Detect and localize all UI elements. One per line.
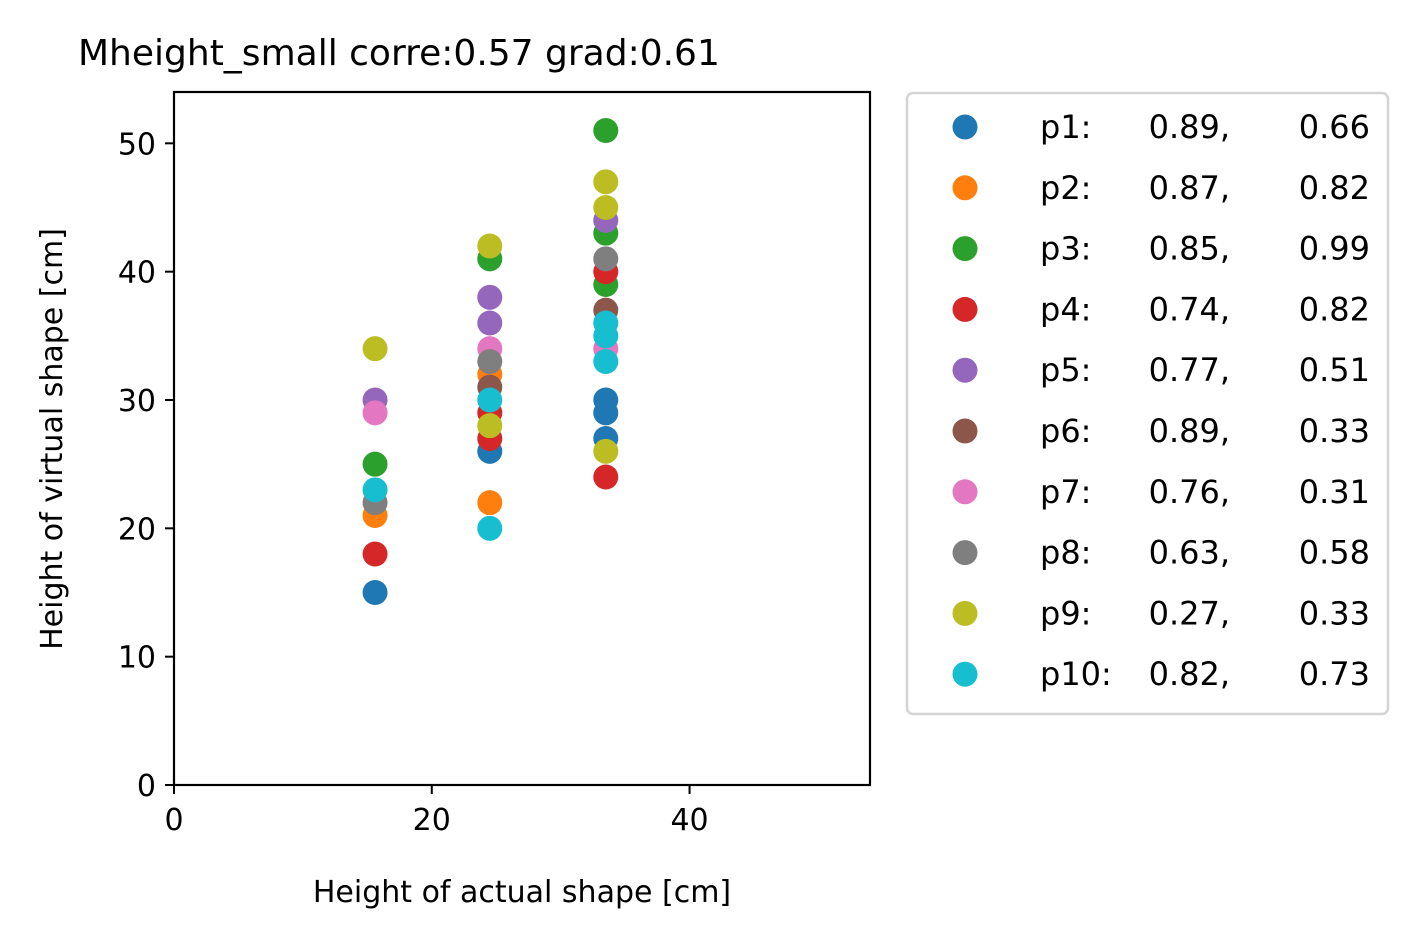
y-tick-label-0: 0: [137, 769, 156, 804]
data-point-p9-1: [362, 336, 388, 362]
data-point-p3-3: [593, 118, 619, 143]
legend-value2-p2: 0.82: [1299, 169, 1370, 207]
data-point-p9-2: [477, 233, 503, 259]
data-point-p10-6: [593, 349, 619, 374]
data-point-p7-1: [362, 400, 388, 426]
data-point-p5-3: [477, 310, 503, 336]
data-point-p8-3: [593, 246, 619, 272]
data-point-p4-1: [362, 541, 388, 567]
data-point-p10-5: [593, 323, 619, 349]
legend-label-p6: p6:: [1040, 412, 1091, 450]
legend-label-p4: p4:: [1040, 290, 1091, 328]
legend-value2-p10: 0.73: [1299, 655, 1370, 693]
data-point-p2-2: [477, 490, 503, 516]
data-point-p10-3: [477, 387, 503, 413]
legend-value1-p10: 0.82,: [1149, 655, 1230, 693]
data-point-p4-4: [593, 464, 619, 490]
data-point-p9-6: [593, 438, 619, 464]
legend-value1-p7: 0.76,: [1149, 473, 1230, 511]
y-tick-label-10: 10: [118, 641, 156, 676]
legend-label-p7: p7:: [1040, 473, 1091, 511]
legend-marker-p4: [952, 296, 978, 322]
data-point-p5-2: [477, 284, 503, 310]
legend-value2-p8: 0.58: [1299, 534, 1370, 572]
legend-value2-p7: 0.31: [1299, 473, 1370, 511]
y-tick-label-50: 50: [118, 127, 156, 162]
legend-marker-p10: [952, 661, 978, 687]
legend-marker-p6: [952, 418, 978, 444]
legend-marker-p1: [952, 114, 978, 140]
legend-value2-p3: 0.99: [1299, 230, 1370, 268]
legend-value1-p4: 0.74,: [1149, 290, 1230, 328]
legend: p1: 0.89, 0.66 p2: 0.87, 0.82 p3: 0.85, 0.99 p4: 0…: [905, 91, 1390, 716]
legend-value2-p1: 0.66: [1299, 108, 1370, 146]
legend-marker-p8: [952, 540, 978, 566]
legend-marker-p7: [952, 479, 978, 505]
chart-title: Mheight_small corre:0.57 grad:0.61: [78, 33, 720, 74]
legend-marker-p2: [952, 175, 978, 201]
legend-value1-p2: 0.87,: [1149, 169, 1230, 207]
data-point-p10-1: [362, 477, 388, 503]
axes: 0 20 40 0 10 20 30 40 50: [118, 90, 872, 838]
y-tick-label-40: 40: [118, 256, 156, 291]
legend-value1-p1: 0.89,: [1149, 108, 1230, 146]
x-tick-label-40: 40: [670, 803, 708, 838]
y-tick-label-30: 30: [118, 384, 156, 419]
legend-marker-p5: [952, 357, 978, 383]
data-point-p9-5: [593, 195, 619, 220]
data-point-p10-2: [477, 515, 503, 541]
legend-label-p8: p8:: [1040, 534, 1091, 572]
legend-value1-p9: 0.27,: [1149, 594, 1230, 632]
x-tick-label-0: 0: [164, 803, 183, 838]
legend-value1-p3: 0.85,: [1149, 230, 1230, 268]
legend-label-p9: p9:: [1040, 594, 1091, 632]
legend-label-p5: p5:: [1040, 351, 1091, 389]
legend-frame: [905, 91, 1390, 716]
legend-value2-p5: 0.51: [1299, 351, 1370, 389]
data-point-p1-5: [593, 387, 619, 413]
legend-value1-p6: 0.89,: [1149, 412, 1230, 450]
legend-label-p1: p1:: [1040, 108, 1091, 146]
data-point-p8-2: [477, 349, 503, 374]
legend-marker-p3: [952, 236, 978, 262]
data-point-p3-1: [362, 451, 388, 477]
legend-marker-p9: [952, 600, 978, 626]
plot-area: [362, 118, 619, 605]
y-tick-label-20: 20: [118, 512, 156, 547]
x-tick-label-20: 20: [413, 803, 451, 838]
legend-value2-p9: 0.33: [1299, 594, 1370, 632]
legend-value2-p4: 0.82: [1299, 290, 1370, 328]
data-point-p9-3: [477, 413, 503, 439]
legend-label-p2: p2:: [1040, 169, 1091, 207]
x-axis-label: Height of actual shape [cm]: [313, 875, 731, 910]
data-point-p9-4: [593, 169, 619, 195]
legend-label-p3: p3:: [1040, 230, 1091, 268]
legend-value1-p8: 0.63,: [1149, 534, 1230, 572]
legend-value2-p6: 0.33: [1299, 412, 1370, 450]
legend-value1-p5: 0.77,: [1149, 351, 1230, 389]
data-point-p1-1: [362, 580, 388, 605]
legend-label-p10: p10:: [1040, 655, 1112, 693]
y-axis-label: Height of virtual shape [cm]: [35, 228, 70, 650]
axes-frame: [172, 90, 872, 787]
